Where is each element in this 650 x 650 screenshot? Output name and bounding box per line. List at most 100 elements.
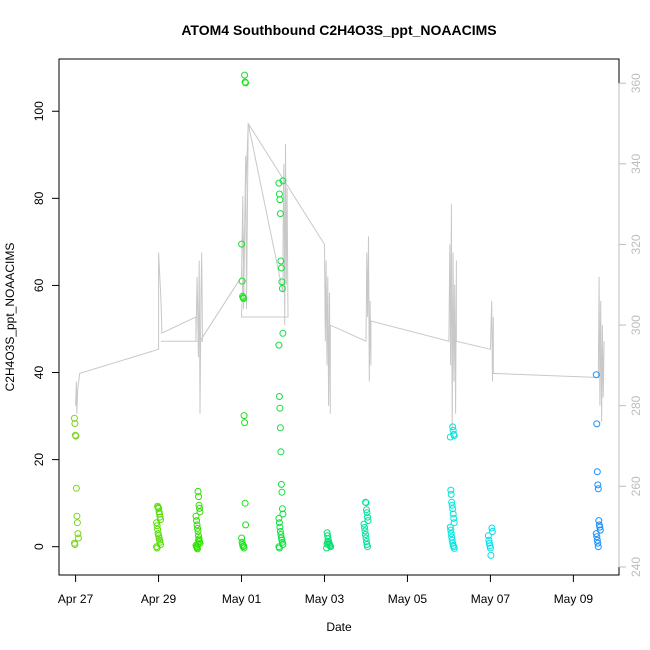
- y2-tick-label: 360: [629, 73, 643, 93]
- data-point: [275, 393, 283, 400]
- data-point: [240, 544, 248, 552]
- data-point: [279, 177, 287, 185]
- data-point: [192, 512, 200, 520]
- data-point: [73, 519, 81, 527]
- data-point: [279, 541, 287, 548]
- x-tick-label: May 01: [222, 592, 262, 606]
- data-point: [276, 210, 284, 218]
- plot-frame: [58, 58, 620, 576]
- x-tick-label: Apr 27: [58, 592, 94, 606]
- x-tick-label: Apr 29: [141, 592, 177, 606]
- data-point: [195, 536, 202, 544]
- data-point: [594, 539, 602, 547]
- data-point: [196, 508, 204, 516]
- x-tick-label: May 05: [388, 592, 428, 606]
- data-point: [72, 432, 80, 440]
- altitude-trace-line: [75, 121, 605, 430]
- y-tick-label: 100: [32, 101, 46, 121]
- data-point: [486, 544, 494, 552]
- data-point: [446, 433, 454, 441]
- data-point: [324, 538, 332, 546]
- data-point: [484, 532, 492, 540]
- x-tick-label: May 07: [471, 592, 511, 606]
- data-point: [447, 526, 455, 534]
- data-point: [485, 539, 493, 547]
- data-point: [194, 545, 201, 553]
- data-point: [447, 490, 455, 498]
- data-point: [487, 551, 495, 559]
- data-point: [278, 505, 286, 513]
- data-point: [449, 426, 457, 434]
- data-point: [488, 524, 496, 532]
- data-point: [447, 486, 455, 494]
- data-point: [240, 412, 248, 420]
- data-point: [241, 71, 249, 79]
- data-point: [276, 528, 284, 535]
- data-point: [275, 519, 283, 527]
- data-point: [276, 523, 284, 531]
- data-point: [278, 278, 286, 286]
- data-points-layer: [70, 71, 604, 559]
- data-point: [241, 499, 249, 507]
- data-point: [362, 534, 370, 542]
- data-point: [594, 481, 602, 489]
- data-point: [275, 514, 283, 522]
- data-point: [276, 424, 284, 432]
- data-point: [195, 501, 203, 509]
- axes-layer: Apr 27 Apr 29 May 01 May 03 May 05 May 07 May …: [32, 73, 643, 606]
- data-point: [193, 521, 201, 529]
- data-point: [362, 531, 369, 538]
- data-point: [361, 524, 368, 531]
- data-point: [153, 519, 161, 527]
- data-point: [277, 264, 285, 272]
- data-point: [156, 513, 164, 521]
- data-point: [360, 520, 368, 528]
- data-point: [194, 524, 201, 532]
- y-tick-label: 60: [32, 278, 46, 292]
- data-point: [278, 488, 286, 496]
- data-point: [194, 528, 202, 535]
- data-point: [74, 534, 82, 542]
- data-point: [153, 544, 161, 552]
- data-point: [595, 517, 603, 525]
- data-point: [195, 493, 202, 501]
- y-tick-label: 0: [32, 543, 46, 550]
- data-point: [594, 543, 602, 551]
- data-point: [238, 534, 246, 542]
- data-point: [279, 329, 287, 337]
- data-point: [449, 505, 457, 513]
- data-point: [242, 79, 250, 87]
- data-point: [275, 341, 283, 349]
- y2-tick-label: 320: [629, 234, 643, 254]
- y2-tick-label: 340: [629, 153, 643, 173]
- data-point: [363, 506, 370, 514]
- data-point: [450, 519, 458, 527]
- data-point: [363, 509, 371, 517]
- y2-tick-label: 240: [629, 557, 643, 577]
- chart-title: ATOM4 Southbound C2H4O3S_ppt_NOAACIMS: [181, 22, 496, 38]
- data-point: [446, 523, 454, 531]
- data-point: [593, 533, 601, 541]
- data-point: [277, 448, 285, 456]
- data-point: [74, 530, 82, 538]
- data-point: [596, 526, 604, 534]
- data-point: [153, 522, 161, 530]
- y-tick-label: 80: [32, 191, 46, 205]
- data-point: [70, 414, 78, 422]
- data-point: [363, 538, 370, 545]
- data-point: [194, 487, 202, 495]
- data-point: [276, 196, 284, 204]
- data-point: [196, 504, 203, 512]
- data-point: [362, 499, 370, 507]
- data-point: [276, 404, 284, 412]
- data-point: [364, 513, 371, 521]
- data-point: [450, 544, 458, 552]
- data-point: [593, 468, 601, 476]
- data-point: [279, 510, 287, 518]
- data-point: [450, 432, 458, 440]
- data-point: [364, 543, 371, 551]
- data-point: [278, 285, 286, 292]
- data-point: [238, 240, 246, 248]
- y2-tick-label: 280: [629, 395, 643, 415]
- data-point: [488, 528, 496, 535]
